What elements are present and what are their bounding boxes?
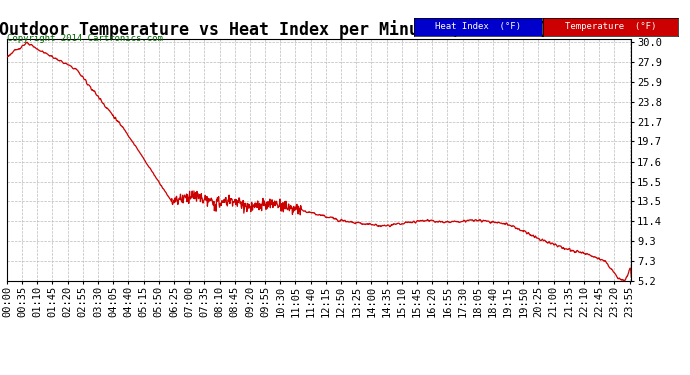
Title: Outdoor Temperature vs Heat Index per Minute (24 Hours) 20140125: Outdoor Temperature vs Heat Index per Mi… [0,20,639,39]
Text: Copyright 2014 Cartronics.com: Copyright 2014 Cartronics.com [7,34,163,43]
Text: Temperature  (°F): Temperature (°F) [564,22,656,31]
Text: Heat Index  (°F): Heat Index (°F) [435,22,521,31]
